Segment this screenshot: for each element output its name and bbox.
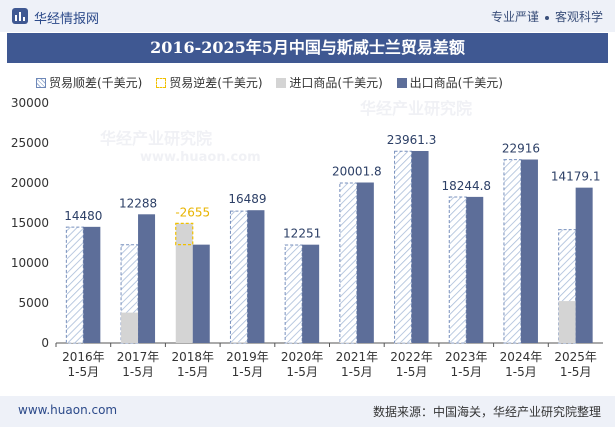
chart-legend: 贸易顺差(千美元) 贸易逆差(千美元) 进口商品(千美元) 出口商品(千美元): [36, 74, 513, 91]
footer-source: 数据来源：中国海关，华经产业研究院整理: [372, 405, 601, 419]
separator-dot-icon: [544, 15, 549, 20]
surplus-bar: [284, 244, 303, 344]
watermark-url-text: www.huaon.com: [140, 150, 261, 165]
y-tick-label: 15000: [11, 216, 49, 230]
brand-name: 华经情报网: [34, 12, 100, 27]
x-tick-label: 1-5月: [560, 365, 592, 379]
balance-value-label: 12288: [119, 196, 157, 210]
legend-item-surplus[interactable]: 贸易顺差(千美元): [36, 74, 142, 91]
export-bar: [138, 214, 156, 343]
x-tick-label: 2022年: [390, 350, 433, 364]
x-tick-label: 1-5月: [341, 365, 373, 379]
import-bar: [230, 342, 248, 343]
x-tick-label: 2017年: [117, 350, 160, 364]
x-tick-label: 2018年: [171, 350, 214, 364]
top-bar: 华经情报网 专业严谨 客观科学: [0, 0, 615, 32]
watermark-text: 华经产业研究院: [100, 129, 213, 148]
x-tick-label: 2021年: [336, 350, 379, 364]
legend-item-export[interactable]: 出口商品(千美元): [396, 74, 503, 91]
deficit-bar: [175, 222, 194, 246]
y-tick-label: 10000: [11, 256, 49, 270]
surplus-bar: [65, 226, 84, 344]
header-tags: 专业严谨 客观科学: [491, 8, 603, 25]
header-tag-2: 客观科学: [554, 10, 603, 24]
balance-value-label: 14480: [64, 209, 102, 223]
surplus-bar: [503, 159, 522, 344]
surplus-bar: [339, 182, 358, 344]
y-tick-label: 5000: [18, 296, 49, 310]
legend-swatch-surplus: [36, 78, 46, 88]
surplus-bar: [448, 196, 467, 344]
export-bar: [575, 187, 593, 343]
import-bar: [121, 312, 139, 343]
chart-axes: 0 5000 10000 15000 20000 25000 30000: [11, 96, 603, 350]
balance-value-label: 14179.1: [551, 170, 601, 184]
x-tick-label: 1-5月: [396, 365, 428, 379]
legend-label-deficit: 贸易逆差(千美元): [169, 76, 263, 90]
chart-title: 2016-2025年5月中国与斯威士兰贸易差额: [7, 33, 608, 63]
legend-swatch-export: [396, 78, 407, 88]
x-tick-label: 2023年: [445, 350, 488, 364]
x-tick-label: 1-5月: [450, 365, 482, 379]
balance-value-label: 16489: [228, 192, 266, 206]
footer: www.huaon.com 数据来源：中国海关，华经产业研究院整理: [0, 396, 615, 427]
x-tick-label: 1-5月: [68, 365, 100, 379]
x-tick-label: 2024年: [500, 350, 543, 364]
footer-site-link[interactable]: www.huaon.com: [18, 403, 118, 417]
header-tag-1: 专业严谨: [490, 10, 539, 24]
export-bar: [356, 182, 374, 343]
import-bar: [558, 301, 576, 343]
export-bar: [302, 244, 320, 343]
legend-label-import: 进口商品(千美元): [289, 76, 383, 90]
balance-value-label: 18244.8: [441, 179, 491, 193]
x-tick-label: 1-5月: [286, 365, 318, 379]
legend-swatch-deficit: [156, 78, 167, 88]
chart-bars: [65, 150, 593, 344]
watermark: 华经产业研究院: [360, 95, 472, 119]
balance-value-label: 22916: [502, 142, 540, 156]
x-tick-label: 2016年: [62, 350, 105, 364]
x-tick-label: 2025年: [554, 350, 597, 364]
y-tick-label: 20000: [11, 176, 49, 190]
x-tick-label: 2020年: [281, 350, 324, 364]
export-bar: [520, 159, 538, 343]
watermark-url: www.huaon.com: [140, 150, 261, 165]
watermark-text: 华经产业研究院: [360, 99, 473, 118]
balance-value-label: 23961.3: [387, 133, 437, 147]
export-bar: [466, 196, 484, 343]
x-tick-label: 2019年: [226, 350, 269, 364]
surplus-bar: [229, 210, 248, 344]
y-tick-label: 0: [41, 336, 49, 350]
export-bar: [192, 244, 210, 343]
surplus-bar: [394, 150, 413, 344]
balance-value-label: 12251: [283, 227, 321, 241]
import-bar: [175, 223, 193, 343]
export-bar: [83, 226, 101, 343]
y-tick-label: 25000: [11, 136, 49, 150]
balance-value-label: 20001.8: [332, 165, 382, 179]
legend-label-export: 出口商品(千美元): [409, 76, 503, 90]
export-bar: [247, 210, 265, 343]
x-tick-label: 1-5月: [505, 365, 537, 379]
chart-labels: 144802016年1-5月122882017年1-5月-26552018年1-…: [62, 133, 600, 379]
brand-logo-icon: [12, 8, 28, 24]
y-tick-label: 30000: [11, 96, 49, 110]
legend-item-deficit[interactable]: 贸易逆差(千美元): [156, 74, 263, 91]
legend-item-import[interactable]: 进口商品(千美元): [276, 74, 383, 91]
legend-swatch-import: [276, 78, 287, 88]
x-tick-label: 1-5月: [122, 365, 154, 379]
x-tick-label: 1-5月: [232, 365, 264, 379]
balance-value-label: -2655: [175, 205, 210, 219]
watermark: 华经产业研究院: [100, 125, 212, 149]
legend-label-surplus: 贸易顺差(千美元): [49, 76, 143, 90]
x-tick-label: 1-5月: [177, 365, 209, 379]
export-bar: [411, 150, 429, 343]
